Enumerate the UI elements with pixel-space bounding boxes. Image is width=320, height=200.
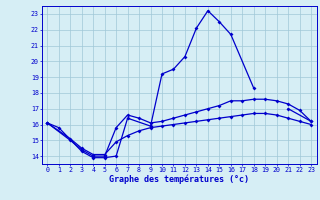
X-axis label: Graphe des températures (°c): Graphe des températures (°c) bbox=[109, 174, 249, 184]
